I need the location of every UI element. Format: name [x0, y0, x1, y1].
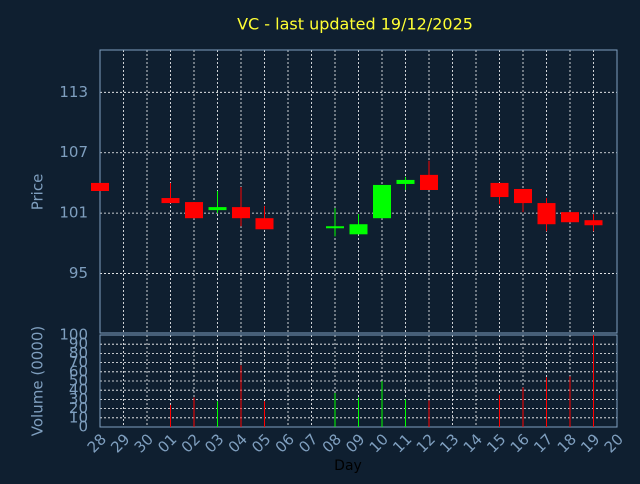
y2-tick-label: 40	[69, 381, 88, 399]
y2-axis-label: Volume (0000)	[29, 326, 47, 436]
candle-body	[396, 179, 415, 184]
candle-body	[349, 224, 368, 235]
candle-body	[584, 220, 603, 226]
price-frame	[99, 49, 618, 334]
y2-tick-label: 100	[59, 326, 88, 344]
candle-body	[420, 174, 438, 190]
candle-body	[537, 203, 556, 225]
candle-body	[490, 182, 509, 198]
y2-tick-label: 10	[69, 408, 88, 426]
y-axis-label: Price	[29, 174, 47, 211]
y2-tick-label: 90	[69, 335, 88, 353]
y2-tick-label: 60	[69, 362, 88, 380]
candle-body	[91, 182, 109, 191]
y2-tick-label: 80	[69, 344, 88, 362]
candle-body	[161, 198, 180, 204]
candle-body	[561, 212, 579, 223]
candle-body	[326, 226, 344, 229]
y-tick-label: 101	[59, 204, 88, 222]
y2-tick-label: 50	[69, 372, 88, 390]
y-tick-label: 95	[69, 264, 88, 282]
candle-body	[373, 184, 391, 219]
candle-body	[185, 202, 203, 219]
y2-tick-label: 0	[78, 418, 88, 436]
candle-body	[255, 218, 274, 230]
candle-body	[514, 188, 532, 204]
y-tick-label: 107	[59, 143, 88, 161]
x-axis-label: Day	[334, 458, 362, 474]
y-tick-label: 113	[59, 83, 88, 101]
y2-tick-label: 20	[69, 399, 88, 417]
y2-tick-label: 30	[69, 390, 88, 408]
y2-tick-label: 70	[69, 353, 88, 371]
chart-title: VC - last updated 19/12/2025	[237, 15, 473, 34]
candle-body	[232, 207, 250, 219]
candle-body	[208, 207, 227, 211]
